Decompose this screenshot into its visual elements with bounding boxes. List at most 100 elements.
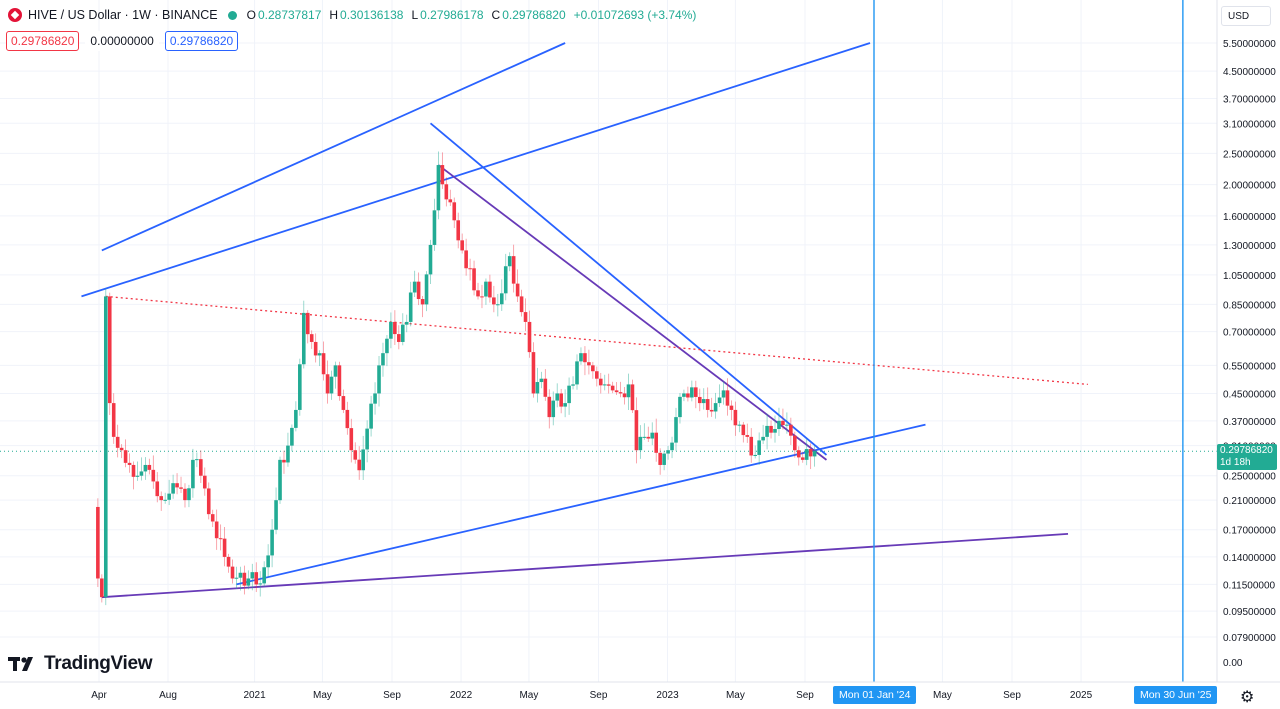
candle-body <box>428 244 433 275</box>
chart-drawings[interactable] <box>0 0 1217 682</box>
candle-body <box>503 266 508 294</box>
candle-body <box>757 440 761 455</box>
candle-body <box>107 296 112 404</box>
trendline[interactable] <box>81 42 871 298</box>
x-tick-label: Aug <box>159 690 177 701</box>
trendline[interactable] <box>101 42 566 252</box>
candle-body <box>404 321 409 325</box>
candle-body <box>119 447 124 451</box>
candle-body <box>460 240 464 251</box>
trendline[interactable] <box>437 164 828 461</box>
candle-body <box>290 427 294 446</box>
candle-body <box>305 312 310 335</box>
candle-body <box>210 514 215 522</box>
settings-gear-icon[interactable]: ⚙ <box>1240 689 1255 706</box>
candle-body <box>389 321 393 339</box>
candle-body <box>377 365 381 394</box>
candle-body <box>531 352 536 394</box>
symbol-legend: HIVE / US Dollar · 1W · BINANCE O 0.2873… <box>8 8 704 22</box>
candle-body <box>175 483 179 488</box>
candle-body <box>214 521 219 539</box>
vertical-line-date-2[interactable]: Mon 30 Jun '25 <box>1134 686 1218 704</box>
candle-body <box>654 432 659 453</box>
candle-body <box>337 365 342 397</box>
candle-body <box>333 365 338 377</box>
candle-body <box>202 475 207 489</box>
candle-body <box>100 578 104 598</box>
candle-body <box>721 390 726 398</box>
candle-body <box>218 538 223 540</box>
candle-body <box>270 529 274 556</box>
x-tick-label: Sep <box>1003 690 1021 701</box>
candle-body <box>511 256 516 284</box>
candle-body <box>123 450 128 463</box>
x-tick-label: 2022 <box>450 690 473 701</box>
low-value: 0.27986178 <box>420 8 484 22</box>
candle-body <box>234 577 239 579</box>
candle-body <box>325 374 330 394</box>
currency-selector[interactable]: USD <box>1221 6 1271 26</box>
candle-body <box>662 453 666 465</box>
candle-body <box>638 436 643 451</box>
y-tick-label: 0.14000000 <box>1223 553 1276 564</box>
candle-body <box>496 304 500 306</box>
tradingview-logo[interactable]: TradingView <box>8 653 153 675</box>
close-label: C <box>491 8 501 22</box>
candle-body <box>812 451 817 457</box>
candle-body <box>591 365 595 372</box>
trendline[interactable] <box>236 423 926 586</box>
candle-body <box>507 256 512 267</box>
candle-body <box>199 459 203 476</box>
candle-body <box>313 341 318 356</box>
candle-body <box>547 396 552 418</box>
candle-body <box>155 481 160 497</box>
candle-body <box>690 387 694 398</box>
candle-body <box>682 393 686 397</box>
candle-body <box>785 424 789 426</box>
candle-body <box>266 555 270 568</box>
time-axis[interactable]: Apr Aug 2021 May Sep 2022 May Sep 2023 May Sep May S… <box>91 690 1092 701</box>
y-tick-label: 1.60000000 <box>1223 212 1276 223</box>
price-axis[interactable]: 5.50000000 4.50000000 3.70000000 3.10000000… <box>1223 39 1276 669</box>
y-tick-label: 2.00000000 <box>1223 181 1276 192</box>
candle-body <box>226 556 231 567</box>
trendline[interactable] <box>105 295 1088 386</box>
candle-body <box>222 538 227 557</box>
open-value: 0.28737817 <box>257 8 322 22</box>
candle-body <box>804 449 809 460</box>
candle-body <box>571 384 575 386</box>
symbol-title[interactable]: HIVE / US Dollar · 1W · BINANCE <box>28 8 218 22</box>
candle-body <box>626 384 631 398</box>
candle-body <box>658 452 662 465</box>
candle-body <box>179 487 183 489</box>
candle-body <box>741 424 746 436</box>
vertical-line-date-1[interactable]: Mon 01 Jan '24 <box>833 686 917 704</box>
candle-body <box>420 299 425 305</box>
candle-body <box>773 429 777 433</box>
chart-axes <box>0 0 1280 683</box>
candle-body <box>341 396 346 410</box>
candle-body <box>353 450 358 460</box>
hive-logo-icon <box>8 8 22 22</box>
candle-body <box>412 281 417 293</box>
trendline[interactable] <box>429 122 828 456</box>
candle-body <box>472 268 476 291</box>
trendline[interactable] <box>101 532 1069 599</box>
y-tick-label: 0.17000000 <box>1223 526 1276 537</box>
candle-body <box>800 457 805 460</box>
candle-body <box>729 405 734 410</box>
low-label: L <box>411 8 419 22</box>
candle-body <box>713 403 718 412</box>
candle-body <box>476 290 480 297</box>
candle-body <box>793 435 797 451</box>
candle-body <box>424 274 429 305</box>
candle-body <box>587 362 591 366</box>
candle-body <box>769 425 773 433</box>
candle-body <box>535 382 540 394</box>
candle-body <box>618 392 623 394</box>
candle-body <box>448 199 453 203</box>
candle-body <box>444 184 449 200</box>
candle-body <box>808 449 813 457</box>
market-status-icon[interactable] <box>227 10 237 20</box>
